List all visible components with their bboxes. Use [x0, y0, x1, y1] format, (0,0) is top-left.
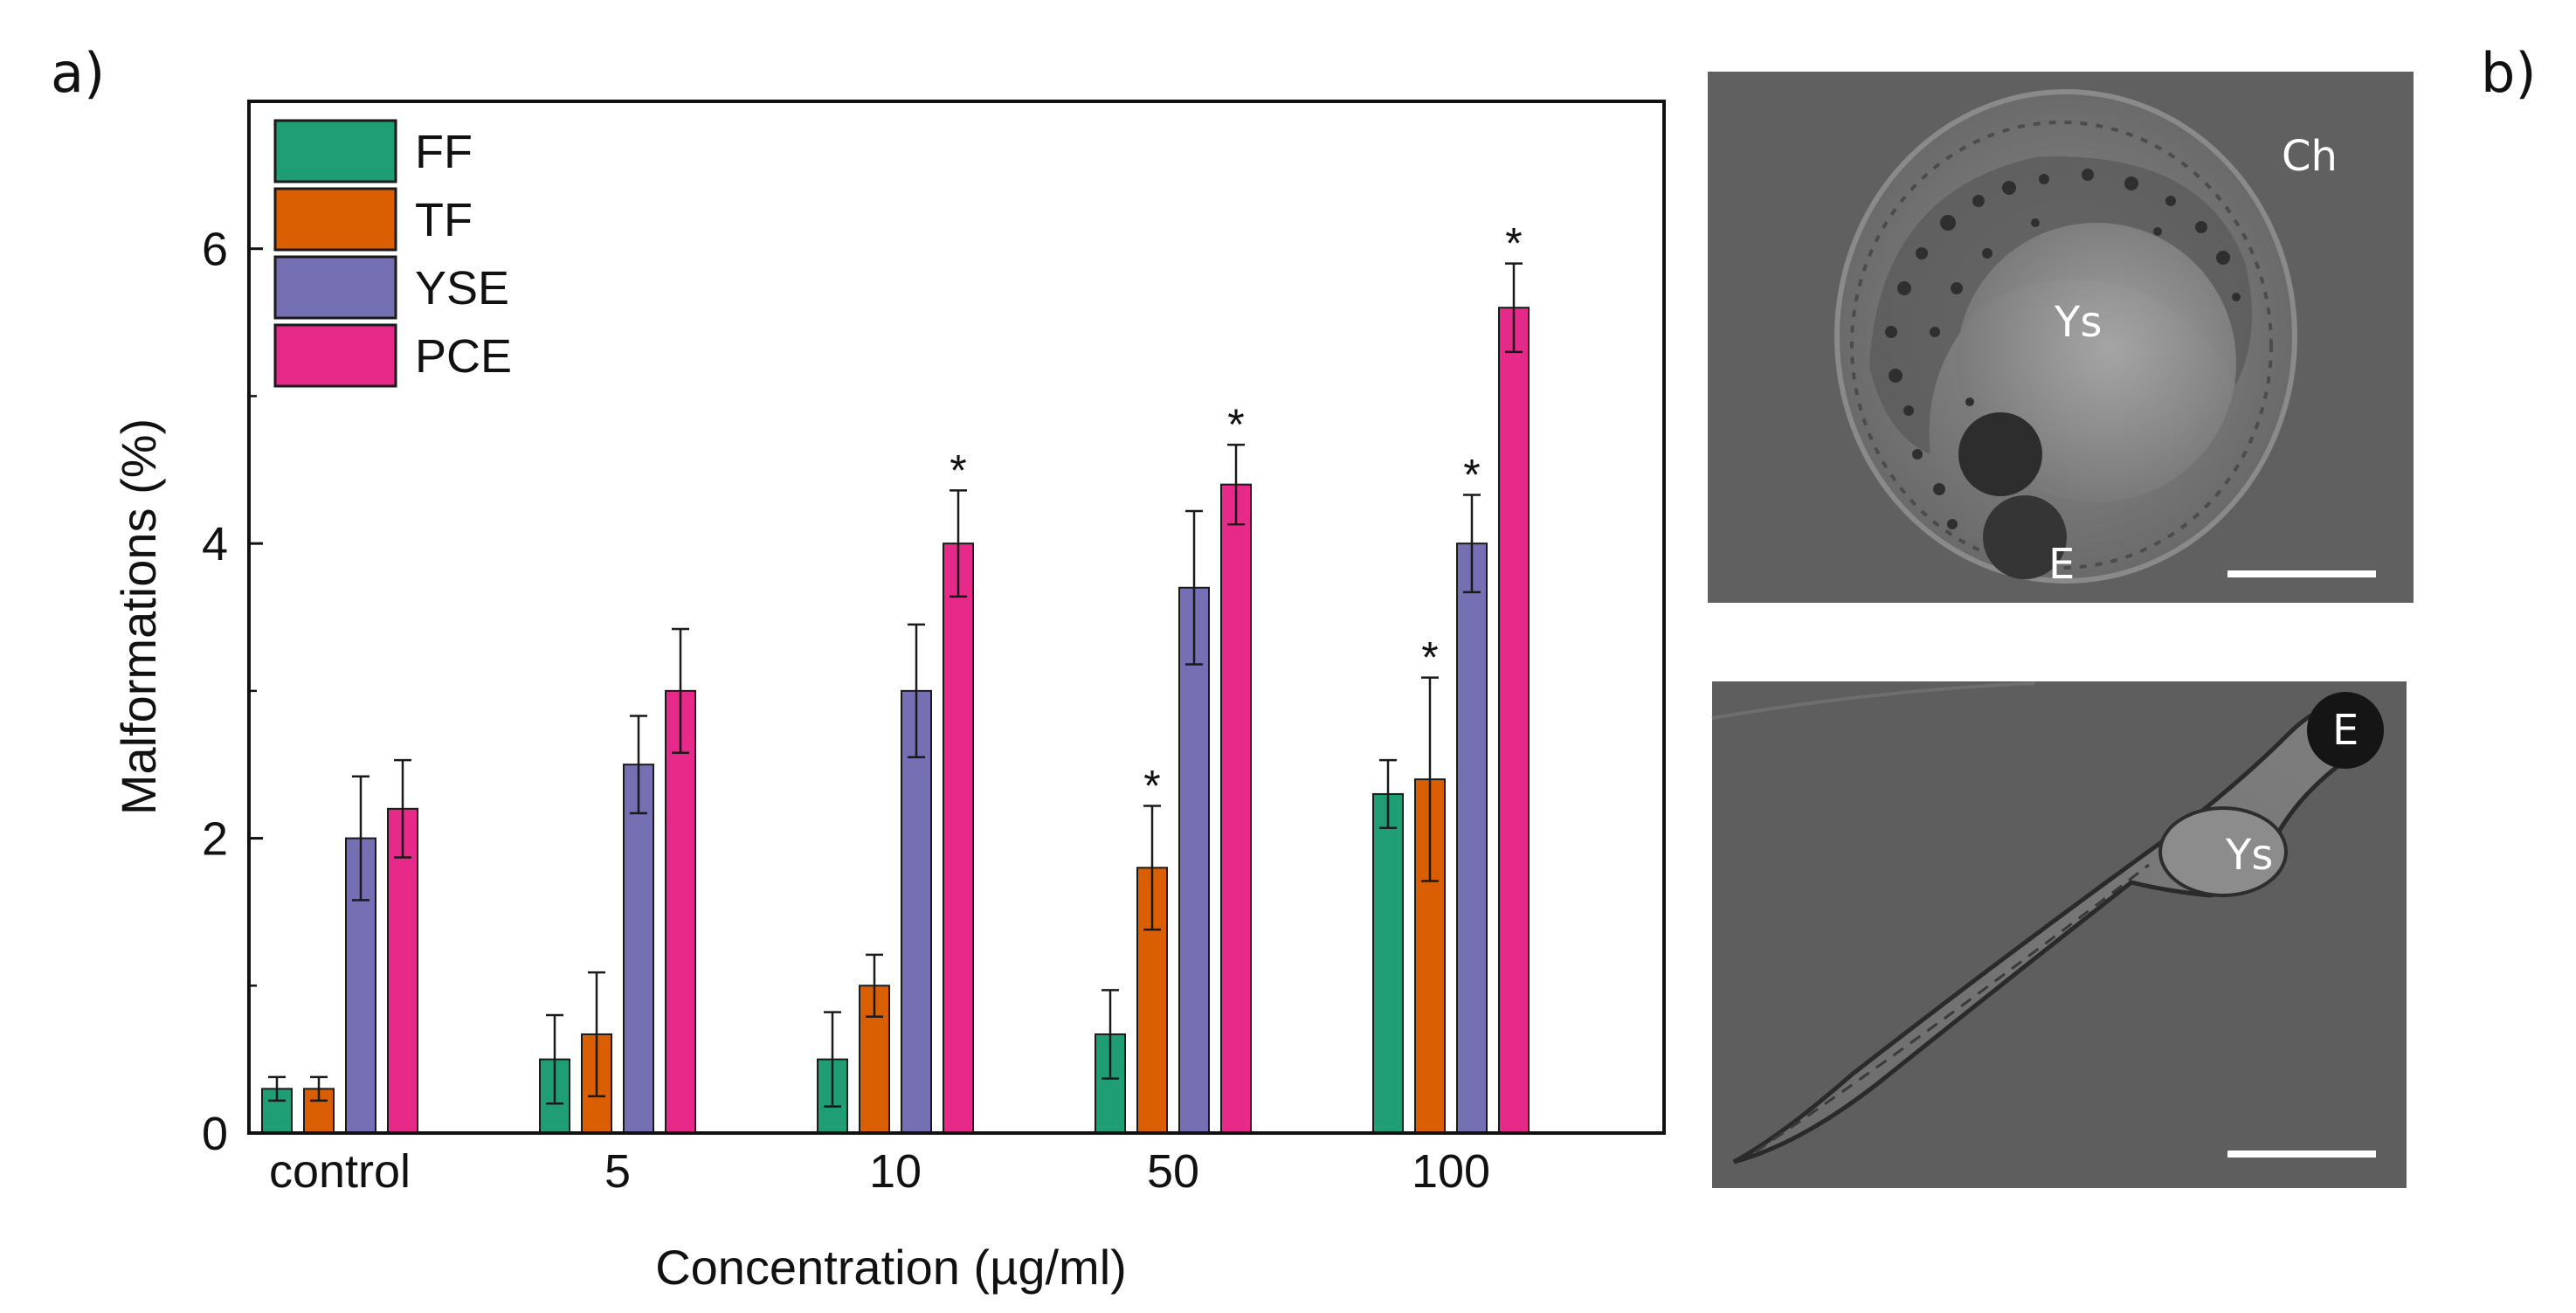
significance-star-tf-100: *	[1421, 633, 1438, 682]
panel-label-a: a)	[51, 41, 105, 105]
y-axis-label: Malformations (%)	[111, 418, 166, 815]
bar-ff-50	[1095, 1033, 1126, 1134]
bar-yse-5	[623, 764, 654, 1134]
x-tick-label: control	[269, 1145, 411, 1198]
legend-swatch-tf	[273, 187, 397, 252]
bar-yse-10	[901, 689, 932, 1134]
y-tick-label: 4	[202, 518, 228, 570]
bar-chart: * * * * * * 0 2 4 6 control 5 10 50 100 FF TF YSE PCE C…	[111, 100, 1666, 1295]
legend: FF TF YSE PCE	[273, 119, 512, 388]
legend-swatch-ff	[273, 119, 397, 183]
x-axis-label: Concentration (µg/ml)	[655, 1240, 1127, 1295]
embryo-eye-1	[1958, 412, 2042, 496]
bar-pce-50	[1220, 483, 1252, 1134]
significance-layer: * * * * * *	[950, 219, 1522, 811]
y-tick-label: 6	[202, 224, 228, 276]
embryo-outline	[1850, 121, 2273, 570]
x-axis: control 5 10 50 100	[269, 1145, 1490, 1198]
error-bar-ff-control	[268, 1075, 286, 1102]
legend-label-tf: TF	[415, 194, 473, 246]
scale-bar-top	[2227, 570, 2376, 577]
y-axis: 0 2 4 6	[202, 224, 263, 1160]
error-bar-tf-10	[866, 953, 883, 1018]
error-bar-ff-5	[546, 1013, 563, 1105]
significance-star-pce-10: *	[950, 446, 966, 494]
x-tick-label: 100	[1412, 1145, 1490, 1198]
error-bar-tf-100	[1421, 676, 1439, 882]
bar-pce-control	[387, 807, 418, 1134]
plot-frame	[247, 100, 1666, 1135]
error-bar-yse-50	[1185, 509, 1203, 666]
legend-label-pce: PCE	[415, 330, 512, 383]
bar-pce-5	[665, 689, 696, 1134]
error-bar-pce-100	[1505, 262, 1523, 354]
panel-label-b: b)	[2481, 41, 2537, 105]
bar-yse-100	[1456, 542, 1488, 1134]
dish-edge	[1711, 681, 2036, 720]
bar-yse-50	[1178, 586, 1210, 1134]
error-bar-yse-5	[630, 715, 647, 815]
x-tick-label: 10	[869, 1145, 922, 1198]
bars-layer	[261, 307, 1530, 1135]
embryo-eye-2	[1983, 495, 2067, 579]
x-tick-label: 5	[604, 1145, 631, 1198]
error-bar-pce-50	[1227, 443, 1245, 526]
micrograph-larva: E Ys	[1711, 681, 2407, 1188]
chorion-label: Ch	[2282, 132, 2338, 181]
legend-label-ff: FF	[415, 126, 473, 178]
larva-eye	[2307, 692, 2384, 769]
yolk-sac-label: Ys	[2054, 298, 2102, 347]
error-bar-pce-control	[394, 758, 411, 859]
error-bar-tf-control	[310, 1075, 328, 1102]
larva-notochord	[1755, 863, 2150, 1153]
error-bar-pce-5	[672, 627, 689, 754]
error-bar-yse-10	[908, 623, 925, 759]
significance-star-pce-100: *	[1505, 219, 1522, 268]
error-bar-tf-50	[1143, 805, 1161, 931]
pigment-spots	[1885, 169, 2241, 529]
error-bar-pce-10	[950, 489, 967, 598]
legend-swatch-yse	[273, 255, 397, 320]
error-bars-layer	[268, 262, 1523, 1108]
larva-yolk-sac-label: Ys	[2225, 831, 2273, 880]
y-tick-label: 2	[202, 813, 228, 866]
legend-swatch-pce	[273, 323, 397, 388]
error-bar-yse-control	[352, 775, 369, 902]
larva-yolk-sac	[2158, 806, 2288, 897]
x-tick-label: 50	[1147, 1145, 1199, 1198]
error-bar-tf-5	[588, 971, 605, 1098]
micrograph-embryo: Ch Ys E	[1708, 72, 2414, 603]
significance-star-tf-50: *	[1143, 761, 1160, 810]
error-bar-ff-100	[1379, 758, 1397, 830]
error-bar-yse-100	[1463, 494, 1481, 594]
eye-label: E	[2048, 540, 2075, 589]
significance-star-yse-100: *	[1463, 450, 1480, 499]
bar-pce-100	[1498, 307, 1530, 1134]
legend-label-yse: YSE	[415, 262, 509, 314]
error-bar-ff-10	[824, 1011, 841, 1108]
bar-ff-100	[1372, 792, 1404, 1134]
error-bar-ff-50	[1102, 989, 1119, 1080]
larva-eye-label: E	[2332, 706, 2358, 755]
scale-bar-bottom	[2227, 1151, 2376, 1158]
bar-pce-10	[943, 542, 974, 1134]
y-tick-label: 0	[202, 1108, 228, 1160]
significance-star-pce-50: *	[1227, 400, 1244, 449]
